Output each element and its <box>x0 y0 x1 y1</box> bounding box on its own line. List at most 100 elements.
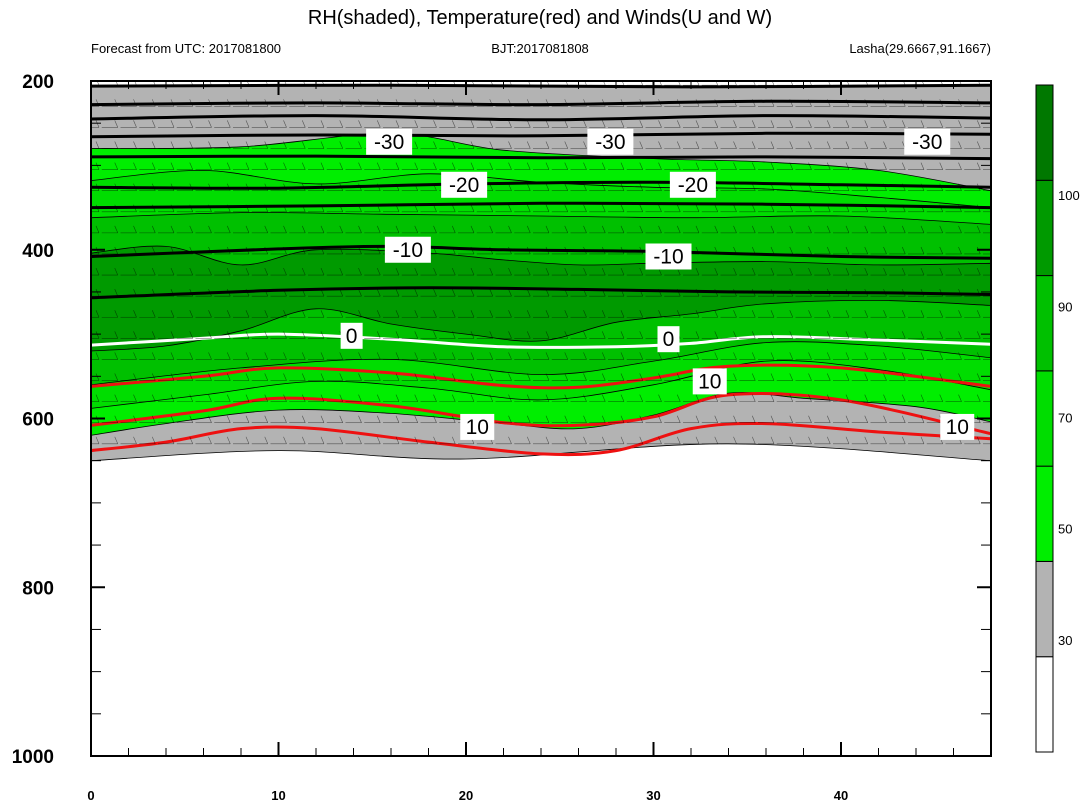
contour-label-box <box>692 368 727 395</box>
wind-barb-flag <box>470 204 475 212</box>
wind-barb-flag <box>845 183 850 191</box>
wind-barb-flag <box>789 99 794 107</box>
wind-barb-flag <box>808 183 812 191</box>
wind-barb-flag <box>751 415 756 423</box>
wind-barb-flag <box>920 394 925 402</box>
wind-barb-flag <box>658 394 662 402</box>
wind-barb-flag <box>583 373 587 381</box>
wind-barb-flag <box>996 205 999 212</box>
wind-barb-flag <box>151 373 156 381</box>
wind-barb-flag <box>583 310 587 318</box>
wind-barb-flag <box>151 225 156 233</box>
wind-barb-flag <box>451 225 456 233</box>
wind-barb-flag <box>151 141 156 149</box>
contour-label-box <box>940 413 975 440</box>
wind-barb-flag <box>770 394 775 402</box>
wind-barb-flag <box>676 373 681 381</box>
contour-label-box <box>904 128 951 155</box>
wind-barb-flag <box>826 120 831 128</box>
wind-barb-flag <box>245 204 250 212</box>
wind-barb-flag <box>151 331 156 339</box>
contour-label: -20 <box>678 174 708 197</box>
wind-barb-flag <box>996 226 999 233</box>
wind-barb-flag <box>264 436 269 444</box>
wind-barb-flag <box>508 394 512 402</box>
wind-barb-flag <box>433 394 437 402</box>
wind-barb-flag <box>695 99 700 107</box>
wind-barb-flag <box>208 436 212 444</box>
wind-barb-flag <box>170 99 175 107</box>
contour-labels: -30 -30 -30 -20 -20 -10 -10 0 0 10 10 10 <box>340 128 975 440</box>
wind-barb-flag <box>695 352 700 360</box>
wind-barb-flag <box>958 246 962 255</box>
wind-barb-flag <box>358 162 362 170</box>
isotherm-9 <box>91 332 991 349</box>
wind-barb-flag <box>601 352 606 360</box>
wind-barb-flag <box>245 352 250 360</box>
wind-barb-flag <box>620 394 625 402</box>
wind-barb-flag <box>751 394 756 402</box>
wind-barb-flag <box>639 394 644 402</box>
wind-barb-flag <box>320 162 325 170</box>
wind-barb-flag <box>714 267 719 276</box>
wind-barb-flag <box>733 141 737 149</box>
wind-barb-flag <box>433 204 437 212</box>
wind-barb-flag <box>939 352 944 360</box>
wind-barb-flag <box>283 373 287 381</box>
wind-barb-flag <box>658 310 662 318</box>
wind-barb-flag <box>508 267 512 276</box>
wind-barb-flag <box>133 310 137 318</box>
wind-barb-flag <box>920 415 925 423</box>
wind-barb-flag <box>939 246 944 255</box>
wind-barb-flag <box>245 141 250 149</box>
wind-barb-flag <box>583 162 587 170</box>
wind-barb-flag <box>95 120 100 128</box>
wind-barb-flag <box>133 246 137 255</box>
wind-barb-flag <box>920 183 925 191</box>
wind-barb-flag <box>226 204 231 212</box>
wind-barb-flag <box>151 394 156 402</box>
wind-barb-flag <box>996 437 999 444</box>
wind-barb-flag <box>339 246 344 255</box>
wind-barb-flag <box>264 331 269 339</box>
wind-barb-flag <box>601 267 606 276</box>
chart-title: RH(shaded), Temperature(red) and Winds(U… <box>308 7 772 29</box>
wind-barb-flag <box>583 415 587 423</box>
wind-barb-flag <box>845 162 850 170</box>
x-tick-label: 0 <box>87 788 94 803</box>
wind-barb-flag <box>845 331 850 339</box>
wind-barb-flag <box>939 289 944 297</box>
wind-barb-flag <box>451 373 456 381</box>
wind-barb-flag <box>301 331 306 339</box>
wind-barb-flag <box>639 310 644 318</box>
wind-barb-flag <box>189 310 194 318</box>
wind-barb-flag <box>526 204 531 212</box>
wind-barb-flag <box>151 204 156 212</box>
wind-barb-flag <box>189 373 194 381</box>
wind-barb-flag <box>114 310 119 318</box>
wind-barb-flag <box>433 373 437 381</box>
wind-barb-flag <box>170 331 175 339</box>
wind-barb-flag <box>264 183 269 191</box>
wind-barb-flag <box>545 373 550 381</box>
wind-barb-flag <box>901 373 906 381</box>
wind-barb-flag <box>414 331 419 339</box>
wind-barb-flag <box>620 436 625 444</box>
wind-barb-flag <box>451 141 456 149</box>
wind-barb-flag <box>189 415 194 423</box>
wind-barb-flag <box>170 310 175 318</box>
wind-barb-flag <box>95 183 100 191</box>
wind-barb-flag <box>433 120 437 128</box>
wind-barb-flag <box>264 162 269 170</box>
wind-barb-flag <box>301 162 306 170</box>
wind-barb-flag <box>770 267 775 276</box>
wind-barb-flag <box>189 267 194 276</box>
wind-barb-flag <box>808 331 812 339</box>
wind-barb-flag <box>114 373 119 381</box>
wind-barb-flag <box>620 225 625 233</box>
wind-barb-flag <box>170 373 175 381</box>
wind-barb-flag <box>545 246 550 255</box>
wind-barb-flag <box>826 310 831 318</box>
wind-barb-flag <box>826 183 831 191</box>
wind-barb-flag <box>864 225 869 233</box>
